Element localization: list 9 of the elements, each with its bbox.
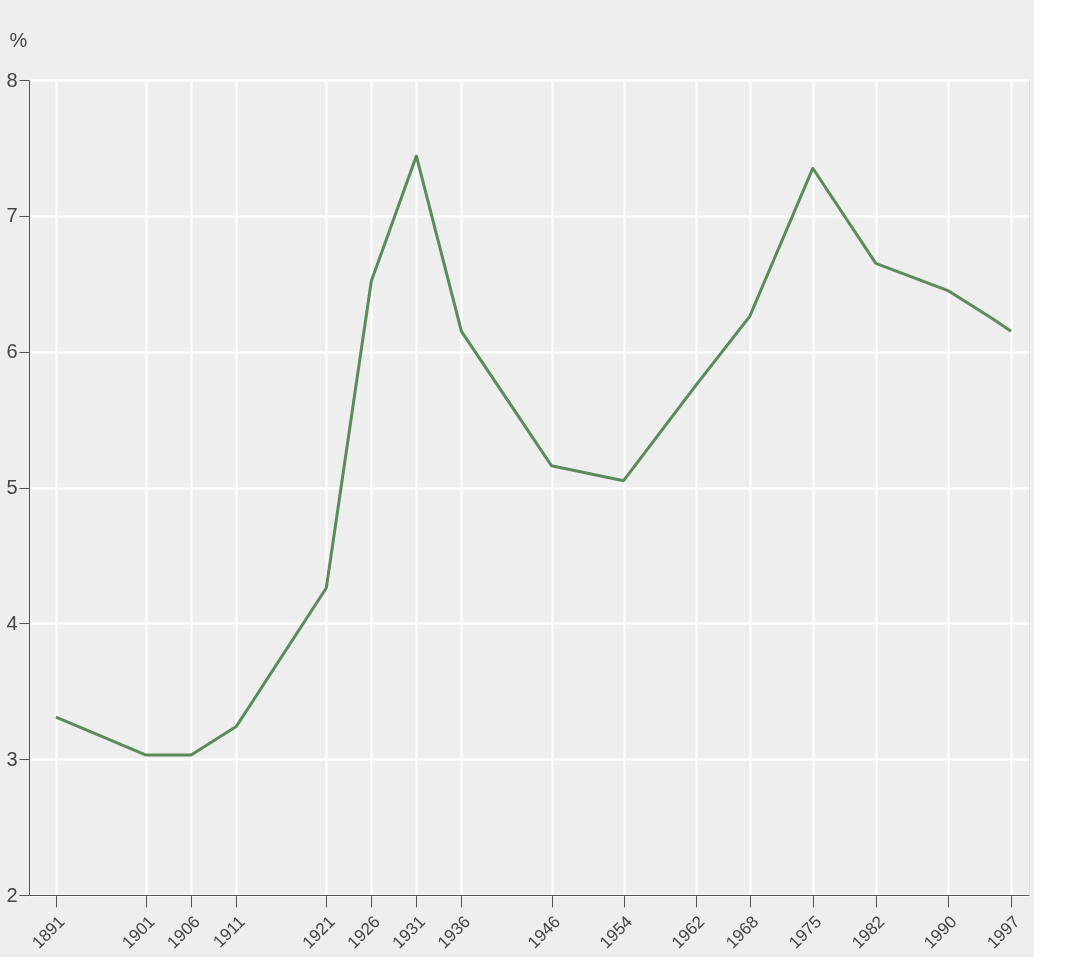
line-series [54, 154, 1013, 757]
y-tick-label: 7 [6, 204, 18, 227]
y-tick-label: 8 [6, 68, 18, 91]
y-axis-title: % [9, 28, 28, 51]
y-tick-label: 5 [6, 476, 18, 498]
y-tick-label: 2 [6, 883, 18, 906]
y-tick-label: 3 [6, 747, 18, 770]
y-tick-label: 4 [6, 611, 18, 634]
y-tick-label: 6 [6, 340, 18, 363]
